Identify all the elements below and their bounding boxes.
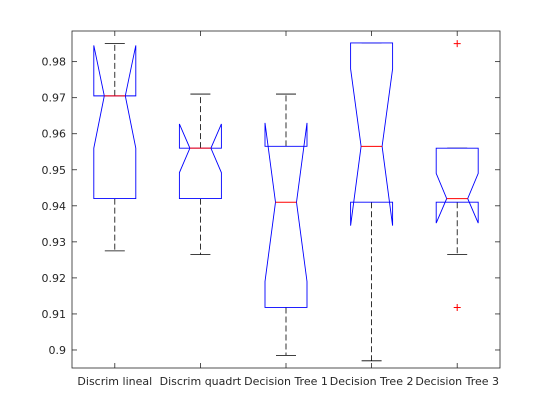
outlier-marker — [453, 40, 461, 48]
box-series — [93, 40, 479, 362]
x-tick-label: Decision Tree 1 — [244, 375, 328, 388]
box-group — [93, 43, 137, 252]
notched-box — [264, 122, 308, 308]
x-tick-label: Decision Tree 2 — [330, 375, 414, 388]
box-group — [350, 42, 394, 362]
notched-box — [350, 42, 394, 226]
x-tick-label: Discrim lineal — [77, 375, 152, 388]
y-tick-label: 0.94 — [42, 200, 67, 213]
box-group — [435, 40, 479, 311]
notched-box — [178, 123, 222, 200]
y-tick-label: 0.91 — [42, 308, 67, 321]
y-tick-label: 0.95 — [42, 164, 67, 177]
box-group — [264, 93, 308, 356]
y-tick-label: 0.96 — [42, 128, 67, 141]
y-axis: 0.9 0.91 0.92 0.93 0.94 0.95 0.96 0.97 0.98 — [42, 56, 500, 357]
y-tick-label: 0.98 — [42, 56, 67, 69]
x-axis: Discrim lineal Discrim quadrt Decision Tre… — [77, 31, 499, 388]
x-tick-label: Decision Tree 3 — [415, 375, 499, 388]
notched-box — [435, 147, 479, 224]
x-tick-label: Discrim quadrt — [160, 375, 242, 388]
y-tick-label: 0.93 — [42, 236, 67, 249]
notched-box — [93, 45, 137, 200]
outlier-marker — [453, 303, 461, 311]
y-tick-label: 0.9 — [49, 344, 67, 357]
y-tick-label: 0.92 — [42, 272, 67, 285]
box-group — [178, 93, 222, 255]
y-tick-label: 0.97 — [42, 92, 67, 105]
